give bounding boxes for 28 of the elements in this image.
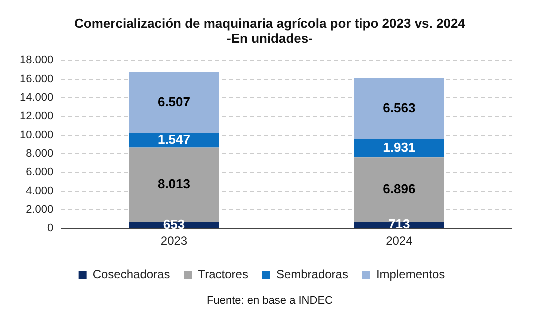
data-label: 6.507 xyxy=(158,94,191,110)
y-tick-label: 8.000 xyxy=(26,148,54,160)
y-tick-label: 18.000 xyxy=(20,54,54,67)
x-tick-label: 2024 xyxy=(386,234,414,248)
data-label: 6.896 xyxy=(383,181,416,196)
legend-label: Sembradoras xyxy=(276,267,348,282)
data-label: 6.563 xyxy=(383,100,416,116)
chart-subtitle: -En unidades- xyxy=(226,31,314,46)
data-label: 8.013 xyxy=(158,176,191,192)
legend-label: Tractores xyxy=(198,267,248,282)
y-tick-label: 4.000 xyxy=(26,185,54,198)
y-tick-label: 6.000 xyxy=(26,166,54,179)
y-tick-label: 12.000 xyxy=(20,110,54,123)
legend-label: Cosechadoras xyxy=(92,267,170,282)
chart-title: Comercialización de maquinaria agrícola por tipo 2023 vs. 2024 xyxy=(74,16,466,31)
y-tick-label: 0 xyxy=(48,222,54,235)
y-tick-label: 14.000 xyxy=(20,92,54,104)
source-note: Fuente: en base a INDEC xyxy=(206,295,334,307)
y-tick-label: 2.000 xyxy=(26,204,54,216)
legend-label: Implementos xyxy=(376,267,446,282)
bar xyxy=(129,72,220,134)
bar xyxy=(354,78,444,140)
y-tick-label: 10.000 xyxy=(20,129,54,142)
data-label: 1.931 xyxy=(383,140,416,156)
bar xyxy=(354,140,444,158)
x-tick-label: 2023 xyxy=(160,234,188,248)
data-label: 1.547 xyxy=(158,132,191,148)
y-tick-label: 16.000 xyxy=(20,73,54,86)
